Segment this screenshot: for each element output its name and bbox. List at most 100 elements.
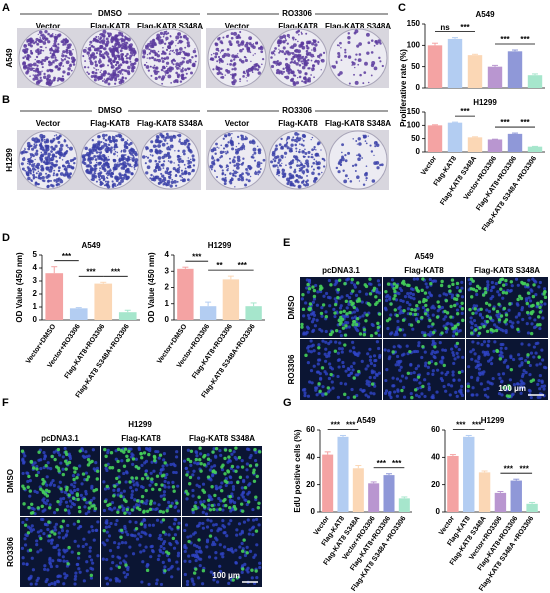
edu-cell <box>364 319 368 323</box>
colony <box>72 48 74 51</box>
nucleus <box>41 517 45 522</box>
colony <box>103 155 106 158</box>
nucleus <box>158 549 163 554</box>
colony <box>116 61 119 64</box>
colony <box>254 171 258 175</box>
colony <box>158 149 162 153</box>
colony <box>121 174 124 177</box>
edu-cell <box>342 309 346 313</box>
bar <box>507 51 523 88</box>
row-label: H1299 <box>5 148 14 172</box>
nucleus <box>398 305 402 309</box>
nucleus <box>454 344 458 348</box>
colony <box>59 153 63 157</box>
edu-cell <box>488 316 493 320</box>
colony <box>252 43 255 45</box>
colony <box>341 143 345 147</box>
edu-cell <box>148 502 153 506</box>
colony <box>366 51 370 55</box>
edu-cell <box>95 469 100 473</box>
nucleus <box>191 510 195 515</box>
edu-cell <box>225 480 229 484</box>
colony <box>161 65 166 70</box>
colony <box>294 168 297 171</box>
colony <box>70 69 73 72</box>
nucleus <box>541 316 545 320</box>
colony <box>41 70 43 72</box>
nucleus <box>242 480 246 484</box>
colony <box>255 42 259 45</box>
colony <box>306 164 310 168</box>
edu-cell <box>458 289 462 293</box>
colony <box>301 138 303 140</box>
nucleus <box>532 345 536 349</box>
colony <box>27 63 31 67</box>
colony <box>125 142 129 145</box>
group-label: RO3306 <box>282 9 312 18</box>
colony <box>32 69 35 72</box>
colony <box>302 150 305 153</box>
edu-cell <box>334 328 339 333</box>
nucleus <box>442 384 446 389</box>
edu-cell <box>37 450 41 454</box>
nucleus <box>425 285 429 289</box>
nucleus <box>204 512 209 516</box>
colony <box>34 152 39 156</box>
colony <box>274 54 276 56</box>
nucleus <box>118 561 123 565</box>
nucleus <box>84 542 88 546</box>
nucleus <box>172 470 176 475</box>
colony <box>131 66 135 70</box>
nucleus <box>85 455 89 459</box>
colony <box>317 41 320 44</box>
colony <box>117 44 122 49</box>
nucleus <box>409 362 413 367</box>
colony <box>356 175 360 179</box>
colony <box>231 159 236 164</box>
colony <box>273 49 276 53</box>
colony <box>53 135 56 137</box>
nucleus <box>176 551 181 555</box>
colony <box>112 170 115 172</box>
colony <box>113 163 118 168</box>
edu-cell <box>123 511 127 515</box>
nucleus <box>112 488 116 492</box>
nucleus <box>162 452 166 456</box>
colony <box>306 179 309 182</box>
edu-cell <box>450 278 455 282</box>
nucleus <box>477 367 482 371</box>
nucleus <box>330 380 334 384</box>
bar <box>383 475 395 512</box>
nucleus <box>246 570 250 574</box>
nucleus <box>134 457 138 461</box>
colony <box>176 66 180 70</box>
edu-cell <box>134 526 139 531</box>
colony <box>303 62 306 65</box>
edu-cell <box>163 461 167 465</box>
edu-cell <box>189 449 194 454</box>
nucleus <box>79 493 83 497</box>
edu-cell <box>27 474 31 479</box>
nucleus <box>524 297 529 301</box>
nucleus <box>532 355 536 359</box>
nucleus <box>111 554 115 558</box>
colony <box>41 167 45 170</box>
colony <box>112 73 116 78</box>
colony <box>294 60 296 62</box>
edu-cell <box>188 482 192 486</box>
nucleus <box>125 471 129 475</box>
colony <box>300 31 303 34</box>
colony <box>25 172 30 176</box>
scale-label: 100 μm <box>498 384 526 393</box>
nucleus <box>59 500 63 504</box>
nucleus <box>57 548 61 552</box>
nucleus <box>194 558 198 563</box>
y-tick-label: 0 <box>33 315 38 324</box>
edu-cell <box>228 494 232 499</box>
nucleus <box>85 501 89 505</box>
edu-cell <box>231 578 235 582</box>
nucleus <box>394 330 399 334</box>
nucleus <box>534 351 538 355</box>
nucleus <box>479 382 483 386</box>
colony <box>129 165 131 168</box>
